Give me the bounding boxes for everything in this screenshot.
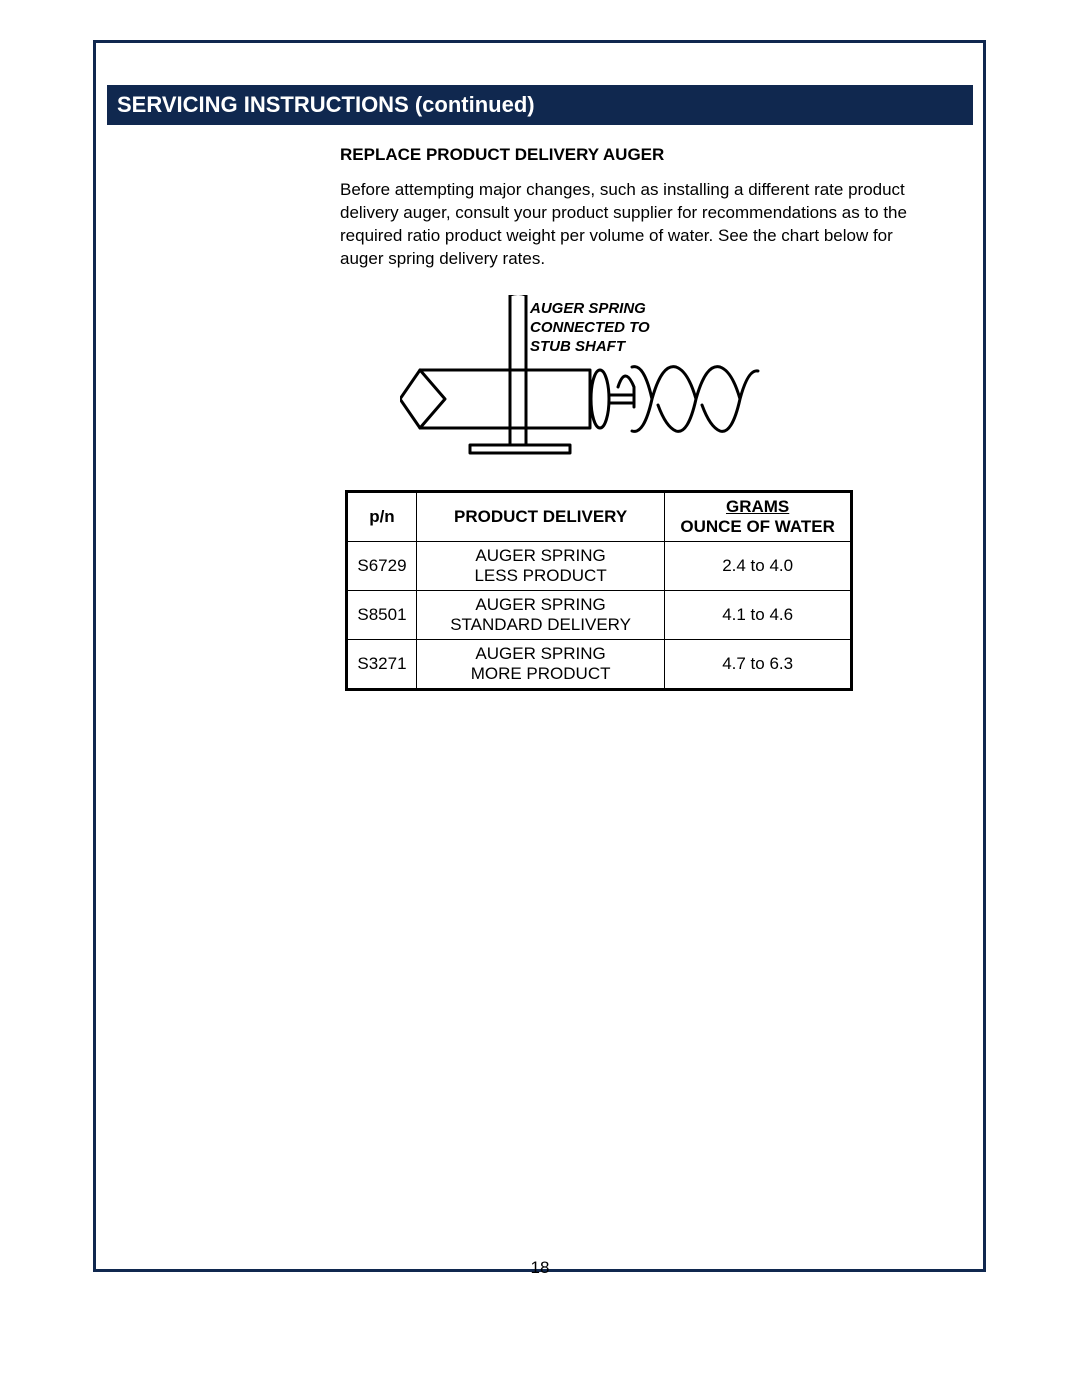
- table-row: S8501 AUGER SPRING STANDARD DELIVERY 4.1…: [347, 591, 852, 640]
- cell-pd-l2: LESS PRODUCT: [474, 566, 606, 585]
- cell-pn: S8501: [347, 591, 417, 640]
- cell-pd: AUGER SPRING LESS PRODUCT: [416, 542, 664, 591]
- body-paragraph: Before attempting major changes, such as…: [340, 179, 930, 271]
- cell-grams: 4.1 to 4.6: [665, 591, 852, 640]
- subsection-title: REPLACE PRODUCT DELIVERY AUGER: [340, 145, 950, 165]
- cell-pd-l1: AUGER SPRING: [475, 595, 605, 614]
- cell-pd: AUGER SPRING STANDARD DELIVERY: [416, 591, 664, 640]
- section-header-text: SERVICING INSTRUCTIONS (continued): [117, 92, 535, 117]
- cell-grams: 4.7 to 6.3: [665, 640, 852, 690]
- th-grams: GRAMS OUNCE OF WATER: [665, 492, 852, 542]
- th-product-delivery: PRODUCT DELIVERY: [416, 492, 664, 542]
- th-pn: p/n: [347, 492, 417, 542]
- cell-grams: 2.4 to 4.0: [665, 542, 852, 591]
- auger-diagram: [400, 295, 770, 475]
- table-row: S6729 AUGER SPRING LESS PRODUCT 2.4 to 4…: [347, 542, 852, 591]
- cell-pn: S3271: [347, 640, 417, 690]
- th-grams-line1: GRAMS: [671, 497, 844, 517]
- content-block: REPLACE PRODUCT DELIVERY AUGER Before at…: [340, 145, 950, 271]
- page-number: 18: [0, 1258, 1080, 1278]
- cell-pd-l1: AUGER SPRING: [475, 644, 605, 663]
- cell-pd-l2: STANDARD DELIVERY: [450, 615, 631, 634]
- cell-pd-l2: MORE PRODUCT: [471, 664, 611, 683]
- cell-pn: S6729: [347, 542, 417, 591]
- th-pd-text: PRODUCT DELIVERY: [454, 507, 627, 526]
- cell-pd-l1: AUGER SPRING: [475, 546, 605, 565]
- auger-table: p/n PRODUCT DELIVERY GRAMS OUNCE OF WATE…: [345, 490, 853, 691]
- section-header: SERVICING INSTRUCTIONS (continued): [107, 85, 973, 125]
- th-pn-text: p/n: [369, 507, 395, 526]
- cell-pd: AUGER SPRING MORE PRODUCT: [416, 640, 664, 690]
- table-row: S3271 AUGER SPRING MORE PRODUCT 4.7 to 6…: [347, 640, 852, 690]
- th-grams-line2: OUNCE OF WATER: [680, 517, 835, 536]
